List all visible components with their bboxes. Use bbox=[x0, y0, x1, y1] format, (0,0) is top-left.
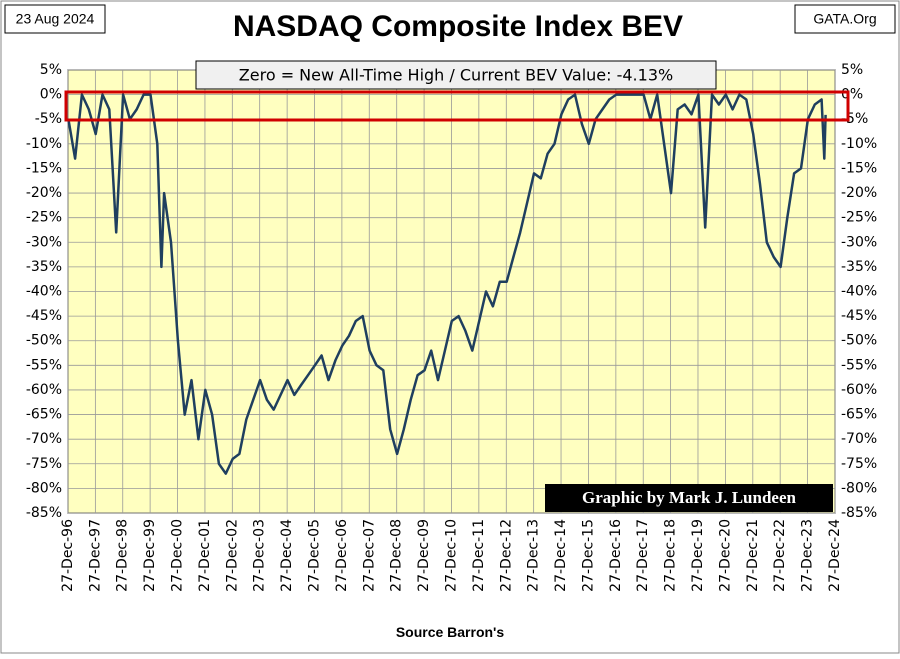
x-tick-label: 27-Dec-23 bbox=[800, 519, 816, 592]
x-tick-label: 27-Dec-00 bbox=[170, 519, 186, 592]
x-tick-label: 27-Dec-08 bbox=[389, 519, 405, 592]
y2-tick-label: -10% bbox=[841, 136, 877, 152]
y2-tick-label: -50% bbox=[841, 333, 877, 349]
y-tick-label: 0% bbox=[40, 87, 62, 103]
x-tick-label: 27-Dec-19 bbox=[690, 519, 706, 592]
x-tick-label: 27-Dec-98 bbox=[115, 519, 131, 592]
y-tick-label: -50% bbox=[26, 333, 62, 349]
line bbox=[67, 93, 827, 475]
y-tick-label: -35% bbox=[26, 259, 62, 275]
y2-tick-label: -20% bbox=[841, 185, 877, 201]
y2-tick-label: -55% bbox=[841, 357, 877, 373]
x-tick-label: 27-Dec-15 bbox=[580, 519, 596, 592]
source: Source Barron's bbox=[396, 624, 505, 640]
date: 23 Aug 2024 bbox=[16, 11, 95, 27]
x-tick-label: 27-Dec-14 bbox=[553, 519, 569, 592]
y-tick-label: -10% bbox=[26, 136, 62, 152]
y-tick-label: -25% bbox=[26, 210, 62, 226]
y2-tick-label: -40% bbox=[841, 284, 877, 300]
y-tick-label: -40% bbox=[26, 284, 62, 300]
x-tick-label: 27-Dec-97 bbox=[87, 519, 103, 592]
y2-tick-label: -45% bbox=[841, 308, 877, 324]
y-tick-label: -60% bbox=[26, 382, 62, 398]
site-box bbox=[794, 4, 896, 34]
x-tick-label: 27-Dec-10 bbox=[443, 519, 459, 592]
x-tick-label: 27-Dec-22 bbox=[772, 519, 788, 592]
y2-tick-label: -30% bbox=[841, 234, 877, 250]
y2-tick-label: -35% bbox=[841, 259, 877, 275]
date-box bbox=[4, 4, 106, 34]
y2-tick-label: -75% bbox=[841, 456, 877, 472]
x-tick-label: 27-Dec-04 bbox=[279, 519, 295, 592]
annotation-box bbox=[195, 60, 717, 90]
y2-tick-label: -15% bbox=[841, 160, 877, 176]
y2-tick-label: 5% bbox=[841, 62, 863, 78]
y2-tick-label: -85% bbox=[841, 505, 877, 521]
y-tick-label: -30% bbox=[26, 234, 62, 250]
y-tick-label: -75% bbox=[26, 456, 62, 472]
y2-tick-label: 0% bbox=[841, 87, 863, 103]
y-tick-label: -85% bbox=[26, 505, 62, 521]
x-tick-label: 27-Dec-07 bbox=[361, 519, 377, 592]
y2-tick-label: -70% bbox=[841, 431, 877, 447]
y-tick-label: -80% bbox=[26, 480, 62, 496]
y-tick-label: -70% bbox=[26, 431, 62, 447]
x-tick-label: 27-Dec-24 bbox=[827, 519, 843, 592]
x-tick-label: 27-Dec-09 bbox=[416, 519, 432, 592]
y2-tick-label: -80% bbox=[841, 480, 877, 496]
x-tick-label: 27-Dec-17 bbox=[635, 519, 651, 592]
x-tick-label: 27-Dec-03 bbox=[252, 519, 268, 592]
site: GATA.Org bbox=[813, 11, 876, 27]
y-tick-label: 5% bbox=[40, 62, 62, 78]
y-tick-label: -20% bbox=[26, 185, 62, 201]
y2-tick-label: -25% bbox=[841, 210, 877, 226]
credit: Graphic by Mark J. Lundeen bbox=[582, 488, 796, 507]
annotation: Zero = New All-Time High / Current BEV V… bbox=[239, 66, 673, 85]
y2-tick-label: -60% bbox=[841, 382, 877, 398]
chart-title: NASDAQ Composite Index BEV bbox=[233, 10, 683, 43]
x-tick-label: 27-Dec-13 bbox=[526, 519, 542, 592]
x-tick-label: 27-Dec-01 bbox=[197, 519, 213, 592]
y-tick-label: -15% bbox=[26, 160, 62, 176]
highlight-box bbox=[64, 90, 850, 122]
x-tick-label: 27-Dec-06 bbox=[334, 519, 350, 592]
x-tick-label: 27-Dec-18 bbox=[663, 519, 679, 592]
y-tick-label: -65% bbox=[26, 407, 62, 423]
x-tick-label: 27-Dec-12 bbox=[498, 519, 514, 592]
x-tick-label: 27-Dec-02 bbox=[224, 519, 240, 592]
credit-box bbox=[545, 484, 833, 512]
x-tick-label: 27-Dec-96 bbox=[60, 519, 76, 592]
y2-tick-label: -65% bbox=[841, 407, 877, 423]
x-tick-label: 27-Dec-99 bbox=[142, 519, 158, 592]
y-tick-label: -45% bbox=[26, 308, 62, 324]
y-tick-label: -5% bbox=[35, 111, 62, 127]
x-tick-label: 27-Dec-05 bbox=[307, 519, 323, 592]
x-tick-label: 27-Dec-16 bbox=[608, 519, 624, 592]
x-tick-label: 27-Dec-20 bbox=[717, 519, 733, 592]
x-tick-label: 27-Dec-21 bbox=[745, 519, 761, 592]
x-tick-label: 27-Dec-11 bbox=[471, 519, 487, 592]
y-tick-label: -55% bbox=[26, 357, 62, 373]
